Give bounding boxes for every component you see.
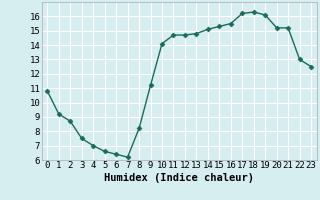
X-axis label: Humidex (Indice chaleur): Humidex (Indice chaleur) xyxy=(104,173,254,183)
